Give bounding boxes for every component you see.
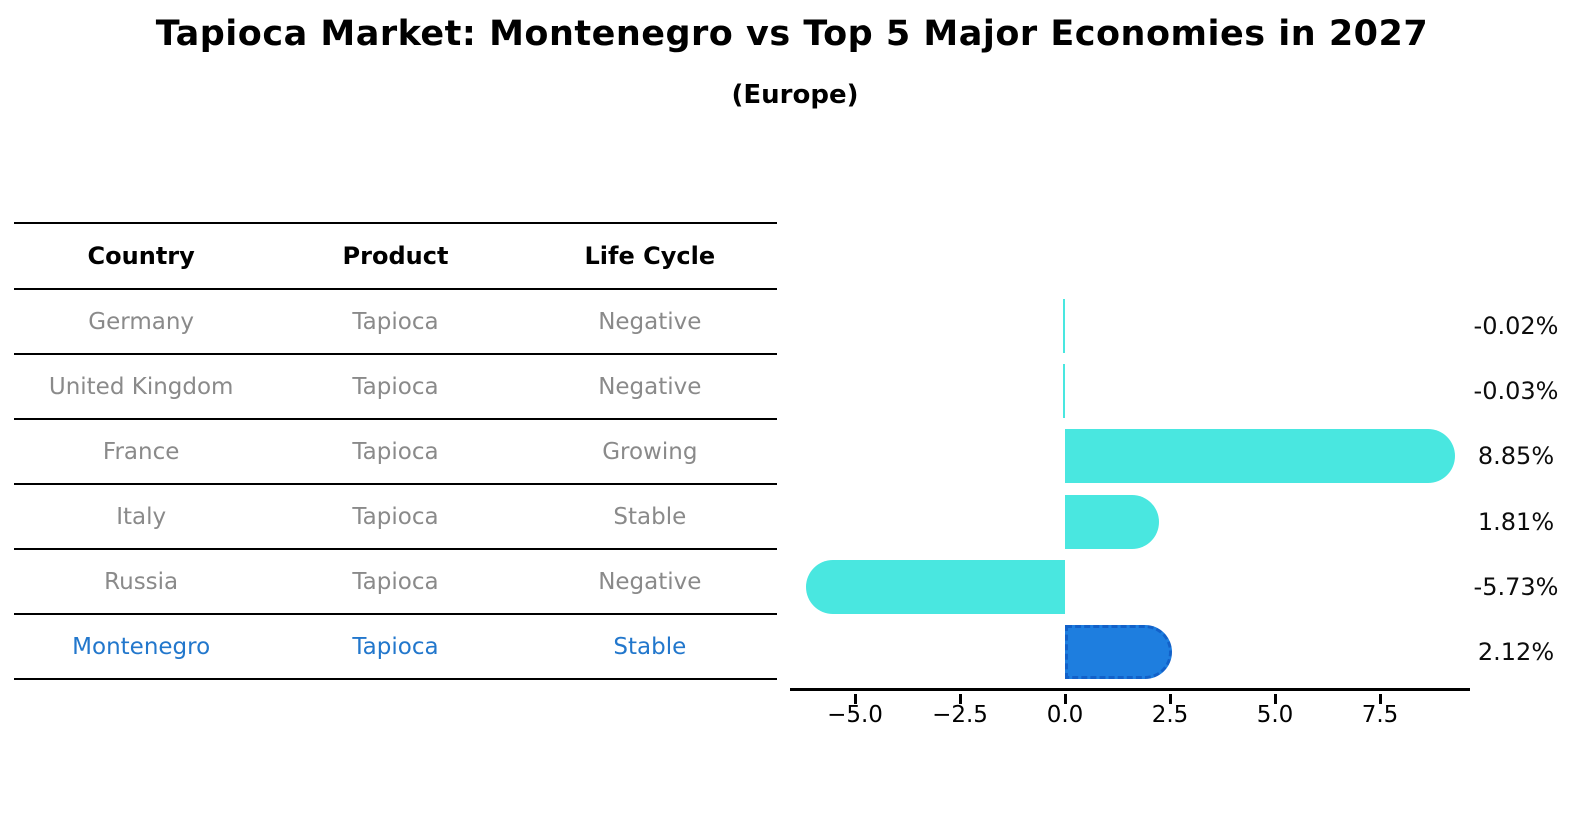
chart-title: Tapioca Market: Montenegro vs Top 5 Majo… (155, 14, 1429, 54)
bar-value-label: 2.12% (1477, 638, 1555, 666)
cell-product: Tapioca (352, 503, 439, 530)
x-axis-tick-label: 0.0 (1046, 702, 1084, 728)
bar-italy (1065, 494, 1160, 549)
bar-value-label: -0.02% (1473, 312, 1559, 340)
table-row: United Kingdom Tapioca Negative (14, 355, 777, 420)
bar-value-label: -0.03% (1473, 377, 1559, 406)
bar-value-label: 8.85% (1477, 442, 1555, 471)
x-axis-tick (958, 694, 962, 704)
x-axis-tick (853, 694, 857, 704)
cell-product: Tapioca (352, 308, 439, 335)
bar-france (1065, 429, 1455, 484)
x-axis-tick (1378, 694, 1382, 704)
table-row: Montenegro Tapioca Stable (14, 615, 777, 680)
cell-life-cycle: Negative (598, 568, 702, 595)
column-header-product: Product (342, 242, 449, 270)
cell-life-cycle: Stable (613, 633, 687, 660)
bar-russia (806, 559, 1065, 614)
bar-montenegro (1065, 625, 1173, 679)
cell-life-cycle: Negative (598, 308, 702, 335)
cell-life-cycle: Growing (602, 438, 698, 465)
column-header-country: Country (87, 242, 195, 270)
x-axis-tick (1168, 694, 1172, 704)
cell-product: Tapioca (352, 438, 439, 465)
cell-product: Tapioca (352, 568, 439, 595)
x-axis-tick (1273, 694, 1277, 704)
table-row: France Tapioca Growing (14, 420, 777, 485)
x-axis-tick-label: 2.5 (1151, 702, 1189, 728)
bar-united-kingdom (1063, 364, 1065, 419)
cell-product: Tapioca (352, 633, 439, 660)
table-row: Russia Tapioca Negative (14, 550, 777, 615)
cell-country: Italy (116, 503, 167, 530)
cell-country: Montenegro (72, 633, 211, 660)
bar-germany (1063, 299, 1065, 353)
bar-value-label: -5.73% (1473, 572, 1559, 601)
cell-country: Russia (104, 568, 179, 595)
table-header-row: Country Product Life Cycle (14, 224, 777, 290)
x-axis-tick-label: 7.5 (1361, 702, 1399, 728)
table-row: Germany Tapioca Negative (14, 290, 777, 355)
cell-country: Germany (88, 308, 195, 335)
bar-chart-plot-area (790, 290, 1470, 691)
x-axis-tick-label: −5.0 (827, 702, 883, 728)
table-body: Germany Tapioca Negative United Kingdom … (14, 290, 777, 680)
bar-value-label: 1.81% (1477, 507, 1555, 536)
column-header-life-cycle: Life Cycle (584, 242, 716, 270)
cell-life-cycle: Stable (613, 503, 687, 530)
country-table: Country Product Life Cycle Germany Tapio… (14, 222, 777, 680)
cell-life-cycle: Negative (598, 373, 702, 400)
x-axis-line (790, 688, 1470, 691)
x-axis-tick-label: −2.5 (932, 702, 988, 728)
chart-subtitle: (Europe) (731, 80, 859, 110)
table-row: Italy Tapioca Stable (14, 485, 777, 550)
cell-country: France (102, 438, 180, 465)
x-axis-tick (1063, 694, 1067, 704)
x-axis-tick-label: 5.0 (1256, 702, 1294, 728)
cell-product: Tapioca (352, 373, 439, 400)
cell-country: United Kingdom (48, 373, 234, 400)
